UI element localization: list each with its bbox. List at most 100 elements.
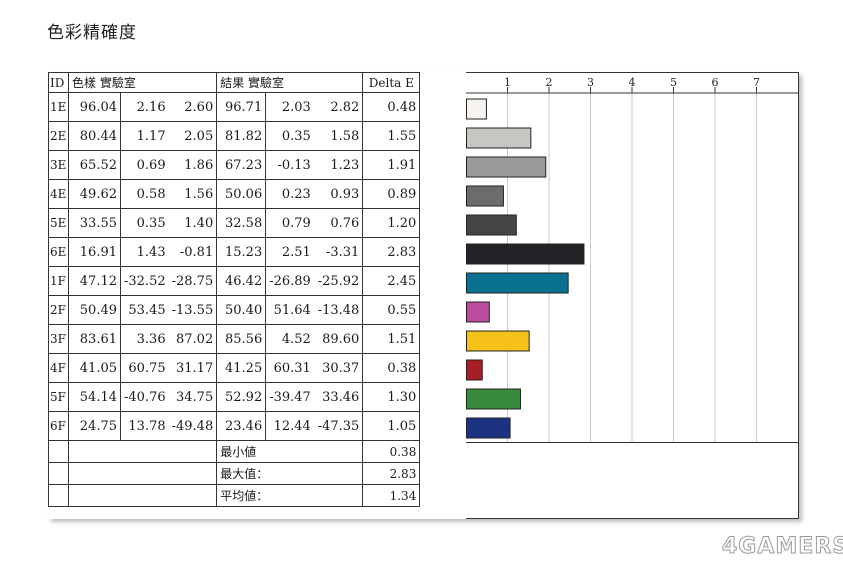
cell-sample-l: 83.61 (68, 324, 121, 354)
cell-sample-a: 1.43 (120, 237, 169, 267)
cell-result-l: 50.40 (216, 295, 267, 325)
cell-sample-l: 80.44 (68, 121, 121, 151)
cell-sample-l: 47.12 (68, 266, 121, 296)
cell-result-b: 89.60 (313, 324, 364, 354)
table-body: ID 色樣 實驗室 結果 實驗室 Delta E 1E 96.04 2.16 2.60… (48, 72, 421, 507)
cell-result-a: 0.79 (265, 208, 314, 238)
summary-blank-id (48, 462, 69, 485)
cell-sample-a: -32.52 (120, 266, 169, 296)
cell-result-b: -13.48 (313, 295, 364, 325)
cell-sample-a: 60.75 (120, 353, 169, 383)
cell-sample-a: 3.36 (120, 324, 169, 354)
x-tick-label: 7 (753, 76, 760, 89)
cell-sample-a: 0.35 (120, 208, 169, 238)
color-accuracy-panel: ID 色樣 實驗室 結果 實驗室 Delta E 1E 96.04 2.16 2.60… (48, 72, 799, 519)
bar-5F (466, 388, 521, 410)
header-id: ID (48, 72, 69, 93)
table-header-row: ID 色樣 實驗室 結果 實驗室 Delta E (48, 72, 421, 93)
cell-result-b: 30.37 (313, 353, 364, 383)
table-row: 2E 80.44 1.17 2.05 81.82 0.35 1.58 1.55 (48, 121, 421, 151)
table-row: 4F 41.05 60.75 31.17 41.25 60.31 30.37 0.38 (48, 353, 421, 383)
bar-6E (466, 243, 585, 265)
cell-delta-e: 1.91 (362, 150, 421, 180)
cell-sample-l: 50.49 (68, 295, 121, 325)
cell-delta-e: 1.55 (362, 121, 421, 151)
x-tick-label: 3 (587, 76, 594, 89)
cell-result-l: 96.71 (216, 92, 267, 122)
bar-1F (466, 272, 569, 294)
cell-delta-e: 2.83 (362, 237, 421, 267)
table-row: 1F 47.12 -32.52 -28.75 46.42 -26.89 -25.92 2.45 (48, 266, 421, 296)
table-row: 3F 83.61 3.36 87.02 85.56 4.52 89.60 1.51 (48, 324, 421, 354)
cell-result-l: 81.82 (216, 121, 267, 151)
cell-result-a: 0.35 (265, 121, 314, 151)
watermark-logo: 4GAMERS (721, 534, 843, 560)
summary-blank-id (48, 440, 69, 463)
cell-sample-l: 24.75 (68, 411, 121, 441)
bar-5E (466, 214, 517, 236)
summary-row: 最小値 0.38 (48, 440, 421, 463)
summary-label: 平均値： (216, 484, 364, 507)
cell-result-l: 50.06 (216, 179, 267, 209)
cell-sample-b: 34.75 (168, 382, 218, 412)
cell-sample-a: 0.58 (120, 179, 169, 209)
cell-result-b: 0.93 (313, 179, 364, 209)
summary-blank-id (48, 484, 69, 507)
cell-delta-e: 1.20 (362, 208, 421, 238)
cell-sample-l: 65.52 (68, 150, 121, 180)
cell-sample-b: 31.17 (168, 353, 218, 383)
cell-sample-b: 1.40 (168, 208, 218, 238)
cell-result-a: 12.44 (265, 411, 314, 441)
cell-result-a: -39.47 (265, 382, 314, 412)
cell-delta-e: 1.51 (362, 324, 421, 354)
summary-value: 2.83 (362, 462, 421, 485)
summary-blank (67, 462, 218, 485)
chart-title: 色彩精確度 (47, 23, 137, 43)
table-row: 1E 96.04 2.16 2.60 96.71 2.03 2.82 0.48 (48, 92, 421, 122)
cell-delta-e: 0.89 (362, 179, 421, 209)
cell-result-l: 85.56 (216, 324, 267, 354)
cell-result-l: 15.23 (216, 237, 267, 267)
cell-sample-b: -0.81 (168, 237, 218, 267)
cell-result-b: -25.92 (313, 266, 364, 296)
cell-result-b: -3.31 (313, 237, 364, 267)
cell-delta-e: 2.45 (362, 266, 421, 296)
bar-4F (466, 359, 483, 381)
cell-result-a: -0.13 (265, 150, 314, 180)
cell-sample-a: 13.78 (120, 411, 169, 441)
header-delta-e: Delta E (362, 72, 421, 93)
summary-label: 最小値 (216, 440, 364, 463)
cell-result-l: 32.58 (216, 208, 267, 238)
cell-sample-l: 49.62 (68, 179, 121, 209)
cell-sample-l: 33.55 (68, 208, 121, 238)
cell-delta-e: 1.05 (362, 411, 421, 441)
cell-sample-b: 2.60 (168, 92, 218, 122)
cell-id: 2F (48, 295, 69, 325)
summary-blank (67, 484, 218, 507)
cell-delta-e: 0.55 (362, 295, 421, 325)
cell-id: 3E (48, 150, 69, 180)
cell-result-l: 67.23 (216, 150, 267, 180)
bar-1E (466, 98, 487, 120)
cell-result-l: 41.25 (216, 353, 267, 383)
bar-2E (466, 127, 532, 149)
bar-6F (466, 417, 511, 439)
cell-sample-b: 1.86 (168, 150, 218, 180)
cell-result-a: 2.51 (265, 237, 314, 267)
cell-sample-a: 2.16 (120, 92, 169, 122)
header-result-lab: 結果 實驗室 (216, 72, 363, 93)
bar-3E (466, 156, 547, 178)
delta-e-bar-chart: 1 2 3 4 5 6 7 (466, 72, 799, 519)
table-row: 2F 50.49 53.45 -13.55 50.40 51.64 -13.48 0.55 (48, 295, 421, 325)
x-tick-label: 6 (712, 76, 719, 89)
cell-result-b: 0.76 (313, 208, 364, 238)
cell-sample-b: -13.55 (168, 295, 218, 325)
cell-id: 6F (48, 411, 69, 441)
cell-result-b: 1.23 (313, 150, 364, 180)
color-table: ID 色樣 實驗室 結果 實驗室 Delta E 1E 96.04 2.16 2.60… (48, 72, 421, 507)
x-tick-label: 1 (504, 76, 511, 89)
cell-result-a: 51.64 (265, 295, 314, 325)
summary-value: 0.38 (362, 440, 421, 463)
cell-result-b: 1.58 (313, 121, 364, 151)
cell-result-a: 60.31 (265, 353, 314, 383)
